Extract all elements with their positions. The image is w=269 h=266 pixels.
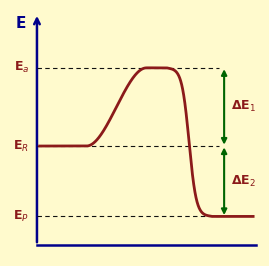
Text: E: E (16, 16, 26, 31)
Text: ΔE$_1$: ΔE$_1$ (231, 99, 256, 114)
Text: E$_R$: E$_R$ (13, 139, 29, 153)
Text: E$_a$: E$_a$ (14, 60, 29, 75)
Text: E$_P$: E$_P$ (13, 209, 29, 224)
Text: ΔE$_2$: ΔE$_2$ (231, 174, 256, 189)
